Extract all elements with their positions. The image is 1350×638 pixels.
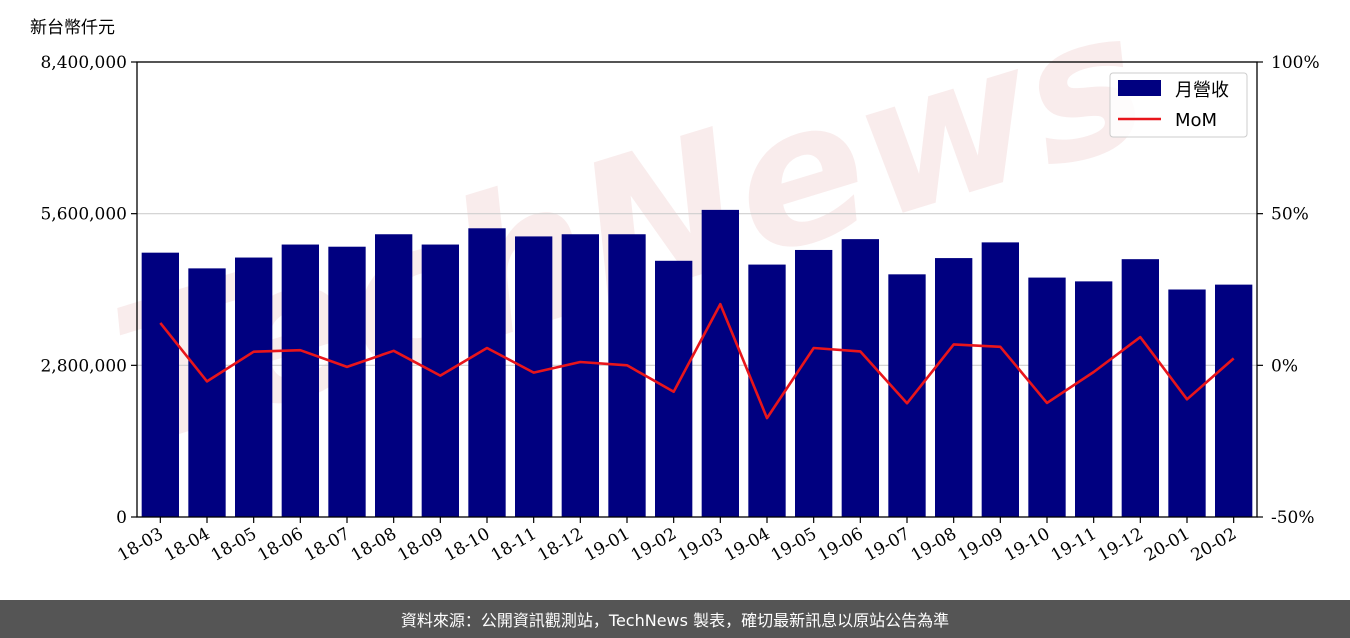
x-tick-label: 19-07 <box>861 524 913 566</box>
bar-19-02 <box>655 260 693 517</box>
x-tick-label: 19-03 <box>674 524 726 566</box>
bar-19-10 <box>1028 277 1066 517</box>
bar-18-07 <box>328 246 366 518</box>
x-tick-label: 18-09 <box>394 524 446 566</box>
bar-18-09 <box>421 244 459 517</box>
y-left-tick-label: 2,800,000 <box>40 356 127 376</box>
bar-18-10 <box>468 228 506 517</box>
bar-19-06 <box>841 239 879 517</box>
bar-18-08 <box>375 234 413 517</box>
y-left-tick-label: 0 <box>116 508 127 528</box>
bar-19-09 <box>981 242 1019 517</box>
x-tick-label: 19-01 <box>581 524 633 566</box>
x-tick-label: 18-03 <box>114 524 166 566</box>
chart: TechNews 02,800,0005,600,0008,400,000-50… <box>30 0 1320 566</box>
bar-19-05 <box>795 249 833 518</box>
legend-swatch-bar <box>1118 80 1161 96</box>
bar-19-11 <box>1075 281 1113 517</box>
legend-label-revenue: 月營收 <box>1175 80 1229 101</box>
bar-20-01 <box>1168 289 1206 517</box>
bar-19-03 <box>701 209 739 517</box>
x-tick-label: 18-06 <box>254 524 306 566</box>
plot-frame <box>136 61 1258 518</box>
bar-18-06 <box>281 244 319 517</box>
y-right-tick-label: 0% <box>1271 356 1298 376</box>
footer-text: 資料來源：公開資訊觀測站，TechNews 製表，確切最新訊息以原站公告為準 <box>400 611 950 630</box>
bar-20-02 <box>1215 284 1253 517</box>
x-tick-label: 18-05 <box>208 524 260 566</box>
x-tick-label: 19-08 <box>908 524 960 566</box>
x-tick-label: 18-07 <box>301 524 353 566</box>
x-tick-label: 19-05 <box>768 524 820 566</box>
x-tick-label: 19-06 <box>814 524 866 566</box>
x-tick-label: 18-08 <box>348 524 400 566</box>
y-right-tick-label: 50% <box>1271 205 1309 225</box>
bars <box>141 209 1253 518</box>
mom-line <box>159 302 1235 420</box>
bar-18-04 <box>188 268 226 517</box>
legend: 月營收 MoM <box>1109 72 1248 138</box>
x-tick-label: 18-11 <box>488 524 540 566</box>
x-tick-label: 19-10 <box>1001 524 1053 566</box>
y-left-tick-label: 5,600,000 <box>40 205 127 225</box>
x-tick-label: 19-12 <box>1094 524 1146 566</box>
x-tick-label: 19-04 <box>721 524 773 566</box>
bar-18-11 <box>515 236 553 517</box>
y-unit-label: 新台幣仟元 <box>30 18 115 38</box>
bar-18-05 <box>235 257 273 517</box>
bar-19-07 <box>888 274 926 517</box>
x-tick-label: 18-12 <box>534 524 586 566</box>
y-right-tick-label: -50% <box>1271 508 1315 528</box>
x-tick-label: 18-04 <box>161 524 213 566</box>
x-tick-label: 19-11 <box>1048 524 1100 566</box>
bar-19-08 <box>935 258 973 517</box>
x-tick-label: 20-01 <box>1141 524 1193 566</box>
x-tick-label: 19-09 <box>954 524 1006 566</box>
legend-label-mom: MoM <box>1175 110 1217 131</box>
bar-18-12 <box>561 234 599 517</box>
mom-series-line <box>159 302 1235 420</box>
y-right-tick-label: 100% <box>1271 53 1320 73</box>
x-tick-label: 18-10 <box>441 524 493 566</box>
x-tick-label: 19-02 <box>628 524 680 566</box>
bar-19-04 <box>748 264 786 517</box>
x-tick-label: 20-02 <box>1188 524 1240 566</box>
bar-18-03 <box>141 252 179 517</box>
bar-19-12 <box>1121 259 1159 517</box>
bar-19-01 <box>608 234 646 517</box>
y-left-tick-label: 8,400,000 <box>40 53 127 73</box>
footer-source-note: 資料來源：公開資訊觀測站，TechNews 製表，確切最新訊息以原站公告為準 <box>0 600 1350 638</box>
